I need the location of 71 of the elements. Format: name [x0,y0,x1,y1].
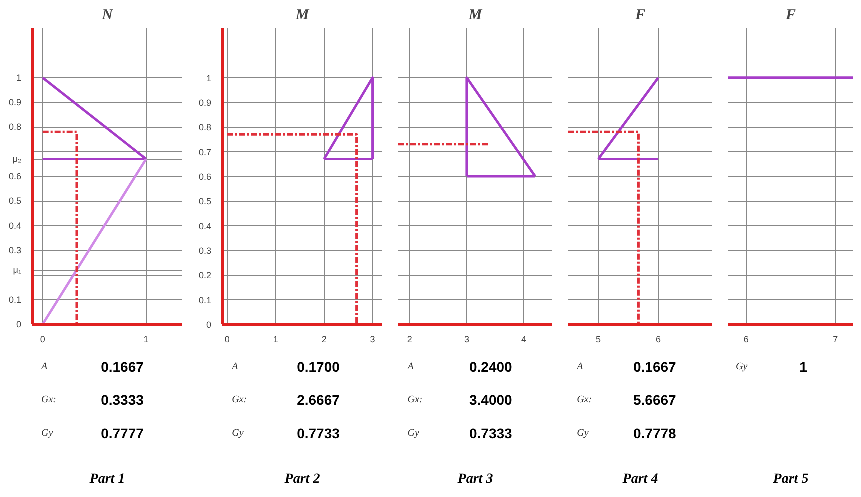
text: 0.1667 [633,358,677,375]
y-tick-label: 0.1 [8,294,22,305]
y-tick-label: 0.3 [8,246,22,256]
text: Part 5 [773,472,809,487]
chart-title: F [634,8,646,24]
text: 0.1667 [101,358,144,375]
text: A [406,361,415,372]
y-tick-label: 0.4 [8,220,22,231]
x-tick-label: 6 [744,334,749,344]
x-tick-label: 5 [596,334,602,344]
text: Gy [736,361,748,372]
y-tick-label: 0.4 [198,221,212,232]
text: Gy [42,428,54,440]
y-tick-label: 0.9 [8,98,22,108]
y-tick-label: 0.1 [198,295,212,306]
text: Gy [577,428,590,440]
text: Gx: [232,394,248,406]
x-tick-label: 0 [224,334,230,344]
x-tick-label: 1 [273,334,278,344]
text: 1 [800,358,808,375]
x-tick-label: 2 [407,334,412,344]
y-tick-label: μ₁ [13,265,22,276]
x-tick-label: 1 [144,334,149,344]
chart-title: N [101,8,114,24]
text: 2.6667 [297,392,340,408]
text: 0.7778 [633,426,677,442]
text: 0.7733 [297,426,340,442]
y-tick-label: 0.3 [198,246,212,256]
chart-title: M [294,8,310,24]
text: Part 2 [284,472,320,487]
text: 0.7777 [101,426,144,442]
x-tick-label: 3 [464,334,470,344]
text: Gx: [408,394,423,406]
text: Gy [232,428,244,440]
text: 0.1700 [297,358,340,375]
x-tick-label: 3 [370,334,376,344]
x-tick-label: 4 [521,334,526,344]
text: 5.6667 [633,392,677,408]
y-tick-label: μ₂ [12,154,22,164]
text: Part 1 [90,472,126,487]
text: Part 3 [458,472,494,487]
text: A [576,361,584,372]
y-tick-label: 0.6 [198,172,212,182]
text: 0.2400 [469,358,513,375]
text: Gx: [42,394,56,406]
chart-title: F [785,8,796,24]
x-tick-label: 6 [656,334,662,344]
text: 3.4000 [469,392,513,408]
text: A [231,361,240,372]
y-tick-label: 0.6 [8,172,22,182]
y-tick-label: 0.9 [198,98,212,108]
y-tick-label: 0.8 [198,122,212,133]
y-tick-label: 0.5 [8,196,22,206]
chart-title: M [468,8,483,24]
text: 0.7333 [469,426,513,442]
x-tick-label: 2 [322,334,327,344]
y-tick-label: 1 [206,73,212,84]
x-tick-label: 7 [833,334,838,344]
y-tick-label: 0.8 [8,122,22,132]
text: Gx: [577,394,592,406]
y-tick-label: 0.5 [198,196,212,207]
y-tick-label: 0.7 [198,147,212,158]
y-tick-label: 0 [206,320,212,330]
text: Gy [408,428,420,440]
text: Part 4 [622,472,658,487]
text: 0.3333 [101,392,144,408]
x-tick-label: 0 [40,334,46,344]
y-tick-label: 0.2 [198,270,212,281]
text: A [40,361,48,372]
y-tick-label: 0 [16,320,22,330]
y-tick-label: 1 [16,72,22,83]
